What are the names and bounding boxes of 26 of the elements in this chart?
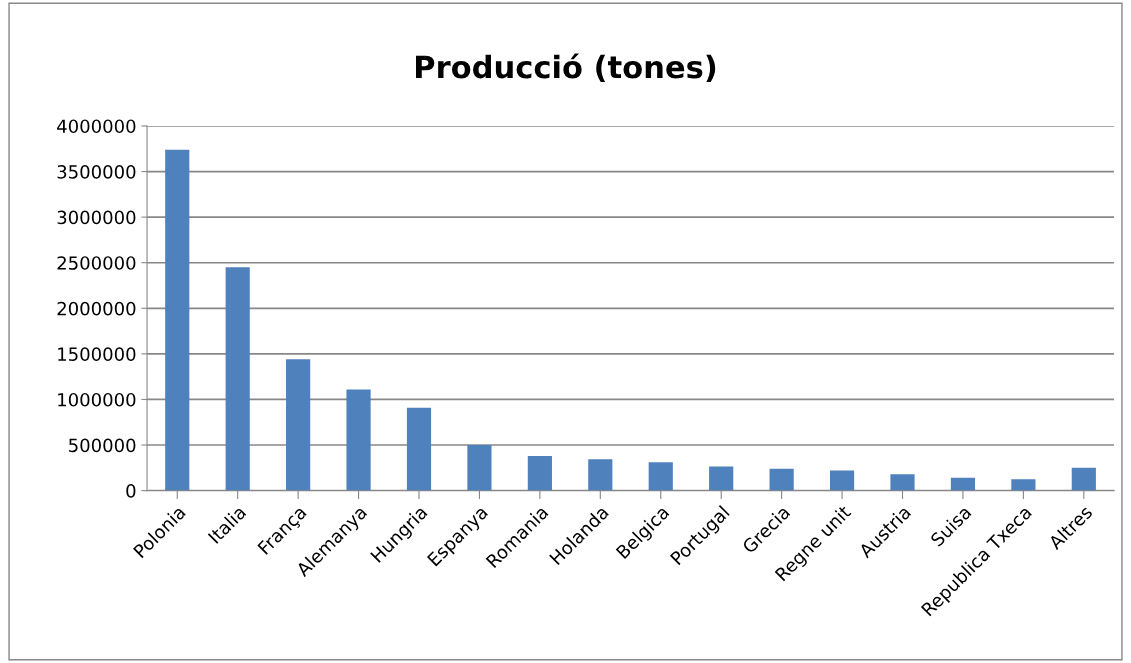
bar: [1011, 479, 1036, 491]
y-tick-label: 2000000: [57, 301, 136, 316]
y-tick-label: 0: [126, 484, 136, 498]
bar: [890, 474, 915, 491]
y-tick-label: 2500000: [57, 256, 136, 270]
y-tick-label: 3500000: [57, 165, 136, 179]
bar: [346, 389, 371, 491]
bar: [1071, 467, 1096, 491]
bar: [286, 359, 311, 491]
y-tick-label: 500000: [69, 438, 136, 453]
bar: [527, 455, 552, 491]
bar: [165, 149, 190, 491]
y-tick-label: 1500000: [58, 347, 136, 361]
bar: [588, 459, 613, 491]
bar: [950, 477, 976, 491]
bar: [769, 468, 794, 491]
chart-title: Producció (tones): [416, 53, 716, 83]
bar: [829, 470, 855, 491]
bar: [406, 407, 432, 491]
bar: [467, 445, 492, 491]
bar: [225, 267, 250, 491]
bar: [709, 466, 734, 491]
y-tick-label: 4000000: [57, 119, 136, 134]
y-tick-label: 3000000: [57, 210, 136, 225]
y-tick-label: 1000000: [58, 392, 136, 407]
bar: [648, 462, 673, 491]
